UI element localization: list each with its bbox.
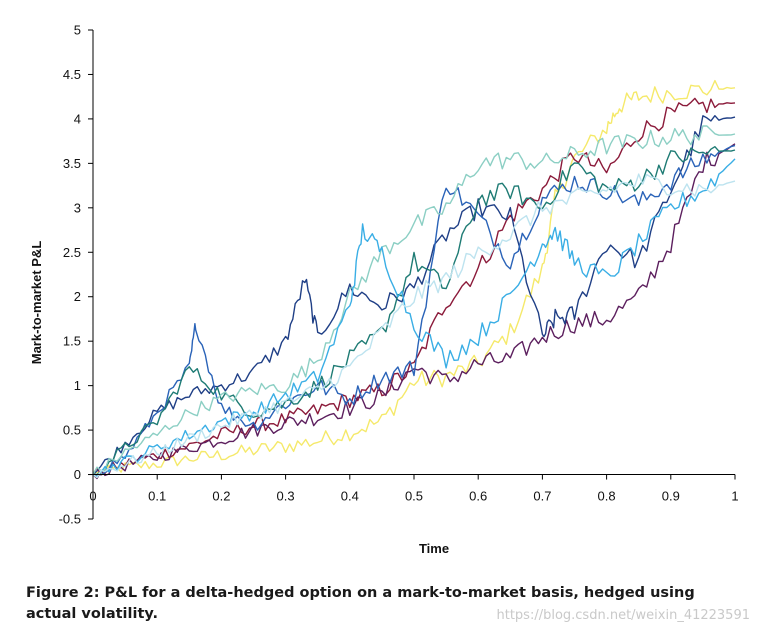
series-line-path-blue xyxy=(92,144,736,476)
x-tick-label: 0.6 xyxy=(469,489,487,504)
x-tick-label: 0.5 xyxy=(405,489,423,504)
y-tick-label: 2.5 xyxy=(63,245,81,260)
watermark-url: https://blog.csdn.net/weixin_41223591 xyxy=(496,608,750,623)
pnl-line-chart: -0.500.511.522.533.544.55 0 0.1 0.2 0.3 0.4 0… xyxy=(29,23,739,557)
y-axis-title: Mark-to-market P&L xyxy=(29,241,44,365)
x-tick-label: 0.7 xyxy=(533,489,551,504)
series-line-path-navy xyxy=(92,114,736,476)
x-tick-label: 0.8 xyxy=(598,489,616,504)
series-line-path-mint xyxy=(92,125,736,475)
x-tick-label: 0.4 xyxy=(341,489,359,504)
series-line-path-purple xyxy=(92,143,736,480)
y-tick-label: 3 xyxy=(74,200,81,215)
x-tick-label: 0.1 xyxy=(148,489,166,504)
x-tick-label: 0.9 xyxy=(662,489,680,504)
y-tick-label: 0 xyxy=(74,467,81,482)
y-axis-ticks: -0.5 0 0.5 1 1.5 2 2.5 3 3.5 4 4.5 5 xyxy=(59,23,93,527)
x-axis-ticks: 0 0.1 0.2 0.3 0.4 0.5 0.6 0.7 0.8 0.9 1 xyxy=(89,474,739,504)
x-tick-label: 1 xyxy=(731,489,738,504)
y-tick-label: 3.5 xyxy=(63,156,81,171)
figure-caption: Figure 2: P&L for a delta-hedged option … xyxy=(26,585,695,622)
y-tick-label: 4 xyxy=(74,111,81,126)
series-line-path-skyblue xyxy=(92,158,736,478)
y-tick-label: 1 xyxy=(74,378,81,393)
series-line-path-paleblue xyxy=(92,173,736,479)
y-tick-label: 0.5 xyxy=(63,423,81,438)
x-axis-title: Time xyxy=(419,541,449,556)
y-tick-label: 1.5 xyxy=(63,334,81,349)
series-line-path-maroon xyxy=(92,97,736,476)
x-tick-label: 0.2 xyxy=(212,489,230,504)
series-line-path-yellow xyxy=(92,79,736,476)
y-tick-label: -0.5 xyxy=(59,512,81,527)
y-tick-label: 4.5 xyxy=(63,67,81,82)
series-lines xyxy=(92,79,736,480)
series-line-path-teal xyxy=(92,145,736,476)
axes xyxy=(92,30,735,519)
y-tick-label: 2 xyxy=(74,289,81,304)
x-tick-label: 0.3 xyxy=(277,489,295,504)
y-tick-label: 5 xyxy=(74,23,81,38)
x-tick-label: 0 xyxy=(89,489,96,504)
